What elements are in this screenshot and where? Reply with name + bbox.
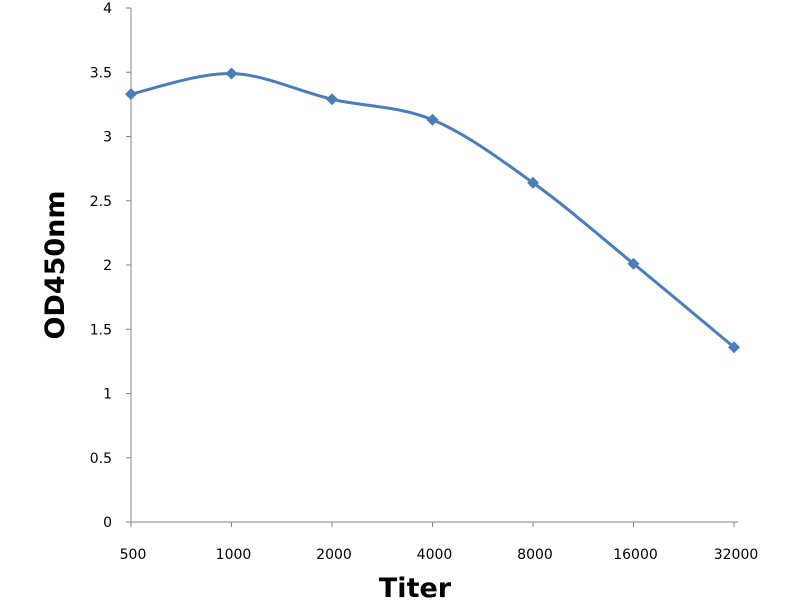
y-tick-label: 1.5 (90, 322, 112, 338)
data-point-marker (125, 88, 137, 101)
y-tick-label: 2 (103, 258, 112, 274)
y-tick-label: 2.5 (90, 194, 112, 210)
x-tick-label: 8000 (517, 547, 553, 563)
x-tick-label: 1000 (216, 547, 252, 563)
data-point-marker (426, 113, 439, 126)
y-tick-label: 4 (103, 1, 112, 17)
data-point-marker (527, 176, 539, 189)
y-tick-label: 3.5 (90, 65, 112, 81)
y-axis-title: OD450nm (40, 190, 71, 339)
data-point-marker (326, 93, 338, 106)
x-tick-label: 500 (120, 547, 147, 563)
x-tick-label: 16000 (613, 547, 658, 563)
data-point-marker (225, 67, 238, 80)
x-axis-title: Titer (379, 573, 452, 600)
series-layer (125, 67, 740, 354)
x-axis-ticks (130, 522, 735, 527)
y-tick-label: 1 (103, 387, 112, 403)
y-axis-tick-labels: 0 0.5 1 1.5 2 2.5 3 3.5 4 (90, 1, 112, 531)
x-axis-tick-labels: 500 1000 2000 4000 8000 16000 32000 (120, 547, 759, 563)
data-point-marker (627, 257, 640, 270)
y-tick-label: 0 (103, 515, 112, 531)
data-point-marker (728, 341, 740, 354)
y-tick-label: 3 (103, 130, 112, 146)
y-axis-ticks (126, 7, 131, 523)
x-tick-label: 4000 (417, 547, 453, 563)
y-tick-label: 0.5 (90, 451, 112, 467)
x-tick-label: 32000 (714, 547, 759, 563)
x-tick-label: 2000 (316, 547, 352, 563)
